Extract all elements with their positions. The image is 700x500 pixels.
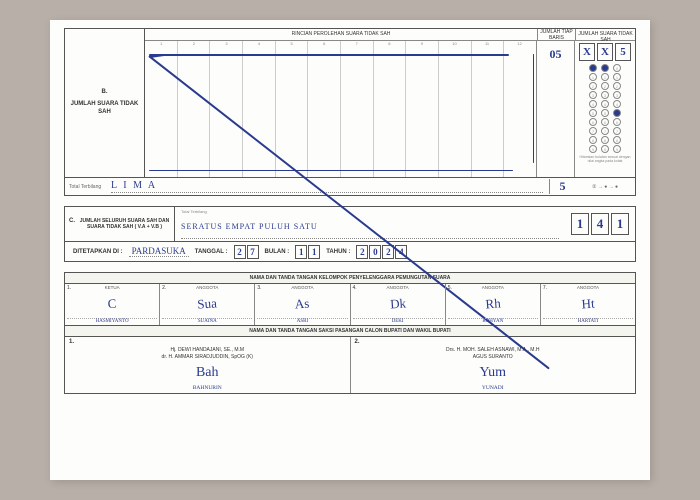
- thn-label: TAHUN :: [326, 249, 350, 255]
- signature-cell: 3.ANGGOTAAsASRI: [255, 284, 350, 325]
- bubble: 8: [613, 136, 621, 144]
- bubble: 4: [613, 100, 621, 108]
- word-label: Total Terbilang: [65, 184, 105, 190]
- bubble: 1: [589, 73, 597, 81]
- date-digit: 0: [369, 245, 381, 259]
- bubble: 2: [601, 82, 609, 90]
- bubble: 3: [601, 91, 609, 99]
- signature-cell: 7.ANGGOTAHtHARTATI: [541, 284, 635, 325]
- arrow-hint: ② → ● → ●: [575, 184, 635, 190]
- chart-area: RINCIAN PEROLEHAN SUARA TIDAK SAH JUMLAH…: [145, 29, 635, 177]
- chart-title: RINCIAN PEROLEHAN SUARA TIDAK SAH: [145, 29, 537, 40]
- form-paper: B. JUMLAH SUARA TIDAK SAH RINCIAN PEROLE…: [50, 20, 650, 480]
- tally-totals: 05: [537, 41, 575, 177]
- place-value: PARDASUKA: [129, 246, 189, 257]
- bubble: 5: [601, 109, 609, 117]
- bubble: 7: [601, 127, 609, 135]
- bubble: 2: [589, 82, 597, 90]
- date-digit: 1: [308, 245, 320, 259]
- tally-grid: 123456789101112: [145, 41, 537, 177]
- bubble: 7: [613, 127, 621, 135]
- date-row: DITETAPKAN DI : PARDASUKA TANGGAL : 27 B…: [64, 242, 636, 262]
- signature-cell: 5.ANGGOTARhROHYAN: [446, 284, 541, 325]
- bubble: 5: [613, 109, 621, 117]
- bubble: 6: [589, 118, 597, 126]
- bubble: 8: [601, 136, 609, 144]
- bubble: 3: [589, 91, 597, 99]
- section-c-label: C. JUMLAH SELURUH SUARA SAH DAN SUARA TI…: [65, 207, 175, 241]
- big-digit: X: [597, 43, 613, 61]
- section-b-label: B. JUMLAH SUARA TIDAK SAH: [65, 29, 145, 177]
- jtb-label: JUMLAH TIAP BARIS: [537, 29, 575, 40]
- bubble: 6: [601, 118, 609, 126]
- section-c-index: C.: [69, 218, 75, 224]
- bubble: 8: [589, 136, 597, 144]
- total-digit: 1: [571, 213, 589, 235]
- bubble: 9: [589, 145, 597, 153]
- candidate-cell: 1.Hj. DEWI HANDAJANI, SE., M.Mdr. H. AMM…: [65, 337, 351, 393]
- bubble: 7: [589, 127, 597, 135]
- bubble: 2: [613, 82, 621, 90]
- section-b-title: JUMLAH SUARA TIDAK SAH: [69, 101, 140, 117]
- tally-value: 05: [537, 41, 574, 68]
- section-c-title: JUMLAH SELURUH SUARA SAH DAN SUARA TIDAK…: [79, 218, 170, 231]
- big-digit: 5: [615, 43, 631, 61]
- bubble: 0: [589, 64, 597, 72]
- sig-header-2: NAMA DAN TANDA TANGAN SAKSI PASANGAN CAL…: [65, 326, 635, 337]
- signature-cell: 1.KETUACHASMIYANTO: [65, 284, 160, 325]
- bubble: 5: [589, 109, 597, 117]
- word-value: L I M A: [111, 180, 543, 193]
- bubble-zone: XX5 012345678901234567890123456789 Hitam…: [575, 41, 635, 177]
- bubble: 9: [613, 145, 621, 153]
- section-b-index: B.: [102, 89, 108, 95]
- tgl-label: TANGGAL :: [195, 249, 228, 255]
- set-label: DITETAPKAN DI :: [73, 249, 123, 255]
- date-digit: 2: [234, 245, 246, 259]
- jst-label: JUMLAH SUARA TIDAK SAH: [575, 29, 635, 40]
- bubble: 1: [601, 73, 609, 81]
- total-digit: 1: [611, 213, 629, 235]
- bubble: 4: [589, 100, 597, 108]
- bubble: 1: [613, 73, 621, 81]
- bubble-note: Hitamkan bulatan sesuai dengan nilai ang…: [577, 155, 633, 163]
- signature-cell: 4.ANGGOTADkDEKI: [351, 284, 446, 325]
- bubble: 0: [601, 64, 609, 72]
- bubble: 4: [601, 100, 609, 108]
- bubble: 9: [601, 145, 609, 153]
- bubble: 0: [613, 64, 621, 72]
- bubble: 3: [613, 91, 621, 99]
- signature-cell: 2.ANGGOTASuaSUAINA: [160, 284, 255, 325]
- bln-label: BULAN :: [265, 249, 290, 255]
- date-digit: 7: [247, 245, 259, 259]
- candidate-cell: 2.Drs. H. MOH. SALEH ASNAWI, M.A., M.HAG…: [351, 337, 636, 393]
- section-c-digits: 141: [565, 207, 635, 241]
- word-num: 5: [549, 179, 575, 194]
- big-digit: X: [579, 43, 595, 61]
- total-digit: 4: [591, 213, 609, 235]
- date-digit: 1: [295, 245, 307, 259]
- section-b: B. JUMLAH SUARA TIDAK SAH RINCIAN PEROLE…: [64, 28, 636, 178]
- sig-header-1: NAMA DAN TANDA TANGAN KELOMPOK PENYELENG…: [65, 273, 635, 284]
- bubble: 6: [613, 118, 621, 126]
- word-row: Total Terbilang L I M A 5 ② → ● → ●: [64, 178, 636, 196]
- signature-section: NAMA DAN TANDA TANGAN KELOMPOK PENYELENG…: [64, 272, 636, 394]
- date-digit: 2: [356, 245, 368, 259]
